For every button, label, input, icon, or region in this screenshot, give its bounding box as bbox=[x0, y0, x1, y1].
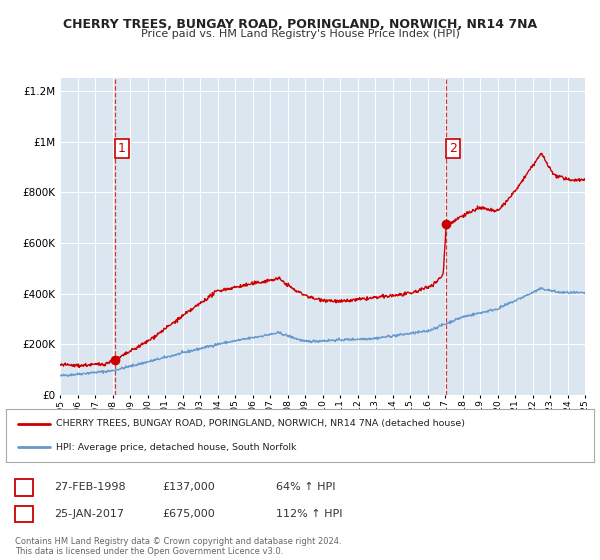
Text: 1: 1 bbox=[20, 482, 28, 492]
Text: 1: 1 bbox=[118, 142, 125, 155]
Text: 25-JAN-2017: 25-JAN-2017 bbox=[54, 509, 124, 519]
Text: 2: 2 bbox=[449, 142, 457, 155]
Text: Price paid vs. HM Land Registry's House Price Index (HPI): Price paid vs. HM Land Registry's House … bbox=[140, 29, 460, 39]
Text: HPI: Average price, detached house, South Norfolk: HPI: Average price, detached house, Sout… bbox=[56, 442, 296, 451]
Text: CHERRY TREES, BUNGAY ROAD, PORINGLAND, NORWICH, NR14 7NA (detached house): CHERRY TREES, BUNGAY ROAD, PORINGLAND, N… bbox=[56, 419, 465, 428]
Text: 27-FEB-1998: 27-FEB-1998 bbox=[54, 482, 125, 492]
Text: 2: 2 bbox=[20, 509, 28, 519]
Text: 64% ↑ HPI: 64% ↑ HPI bbox=[276, 482, 335, 492]
Text: Contains HM Land Registry data © Crown copyright and database right 2024.
This d: Contains HM Land Registry data © Crown c… bbox=[15, 536, 341, 556]
Text: 112% ↑ HPI: 112% ↑ HPI bbox=[276, 509, 343, 519]
Text: £675,000: £675,000 bbox=[162, 509, 215, 519]
Text: CHERRY TREES, BUNGAY ROAD, PORINGLAND, NORWICH, NR14 7NA: CHERRY TREES, BUNGAY ROAD, PORINGLAND, N… bbox=[63, 18, 537, 31]
Text: £137,000: £137,000 bbox=[162, 482, 215, 492]
